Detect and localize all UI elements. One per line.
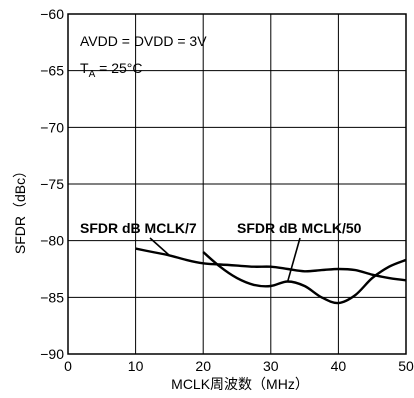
- x-tick-label: 40: [331, 358, 347, 374]
- y-tick-label: −85: [40, 289, 64, 305]
- leader-line-mclk50: [286, 237, 301, 282]
- series-label-mclk50: SFDR dB MCLK/50: [237, 220, 362, 236]
- x-tick-label: 10: [128, 358, 144, 374]
- y-tick-label: −80: [40, 233, 64, 249]
- x-axis-label: MCLK周波数（MHz）: [171, 376, 309, 392]
- x-tick-label: 30: [263, 358, 279, 374]
- y-axis-label: SFDR（dBc）: [12, 164, 28, 254]
- y-tick-label: −70: [40, 119, 64, 135]
- y-tick-label: −75: [40, 176, 64, 192]
- condition-supply: AVDD = DVDD = 3V: [80, 33, 207, 49]
- series-line-mclk7: [135, 247, 407, 282]
- y-tick-label: −90: [40, 346, 64, 362]
- y-tick-label: −60: [40, 6, 64, 22]
- condition-temperature: TA = 25°C: [80, 60, 142, 80]
- y-tick-label: −65: [40, 63, 64, 79]
- series-label-mclk7: SFDR dB MCLK/7: [80, 220, 197, 236]
- x-tick-label: 0: [64, 358, 72, 374]
- series-lines: [135, 237, 407, 305]
- x-tick-label: 50: [398, 358, 414, 374]
- leader-line-mclk7: [149, 237, 170, 256]
- x-tick-label: 20: [195, 358, 211, 374]
- y-tick-labels: −90 −85 −80 −75 −70 −65 −60: [40, 6, 64, 362]
- x-tick-labels: 0 10 20 30 40 50: [64, 358, 414, 374]
- plot-frame: [67, 13, 407, 355]
- series-line-mclk50: [202, 251, 407, 305]
